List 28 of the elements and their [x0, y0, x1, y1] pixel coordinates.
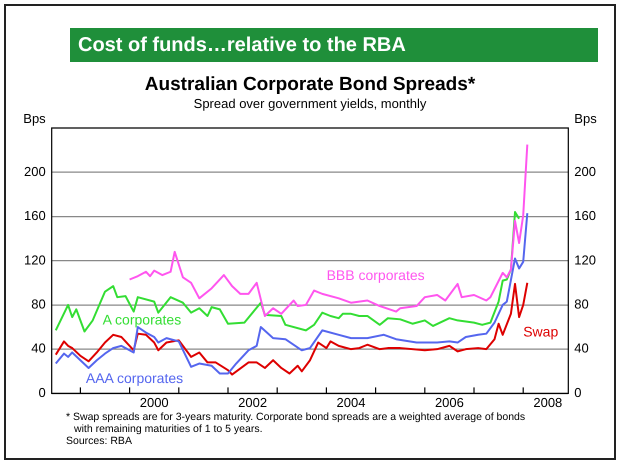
text: * Swap spreads are for 3-years maturity. Corporate bond spreads are a weighted average of bonds with remaining maturities of 1 to 5 years.: [66, 411, 526, 435]
y-tick-label: 40: [31, 340, 46, 356]
source-note: Sources: RBA: [66, 435, 133, 447]
y-axis-title: Bps: [23, 111, 46, 126]
y2-tick-label: 200: [574, 164, 596, 179]
y2-tick-label: 0: [574, 384, 582, 400]
x-tick-label: 2008: [533, 394, 562, 410]
y-tick-label: 120: [24, 252, 46, 268]
chart-title: Australian Corporate Bond Spreads*: [144, 74, 476, 96]
y2-axis-title: Bps: [574, 111, 598, 126]
y-tick-label: 200: [24, 164, 46, 179]
x-tick-label: 2004: [336, 394, 366, 410]
y2-tick-label: 40: [574, 340, 589, 356]
x-tick-label: 2006: [434, 394, 464, 410]
y2-tick-label: 120: [574, 252, 596, 268]
chart-subtitle: Spread over government yields, monthly: [192, 96, 428, 111]
y2-tick-label: 160: [574, 208, 596, 224]
x-tick-label: 2000: [140, 394, 169, 410]
y-tick-label: 160: [24, 208, 46, 224]
y-tick-label: 80: [31, 296, 46, 312]
series-label: A corporates: [102, 311, 182, 328]
y-tick-label: 0: [38, 384, 46, 400]
y2-tick-label: 80: [574, 296, 589, 312]
x-tick-label: 2002: [238, 394, 268, 410]
series-label: BBB corporates: [326, 267, 425, 284]
series-label: Swap: [523, 323, 558, 340]
text: Cost of funds…relative to the RBA: [70, 28, 598, 62]
series-label: AAA corporates: [86, 370, 184, 386]
